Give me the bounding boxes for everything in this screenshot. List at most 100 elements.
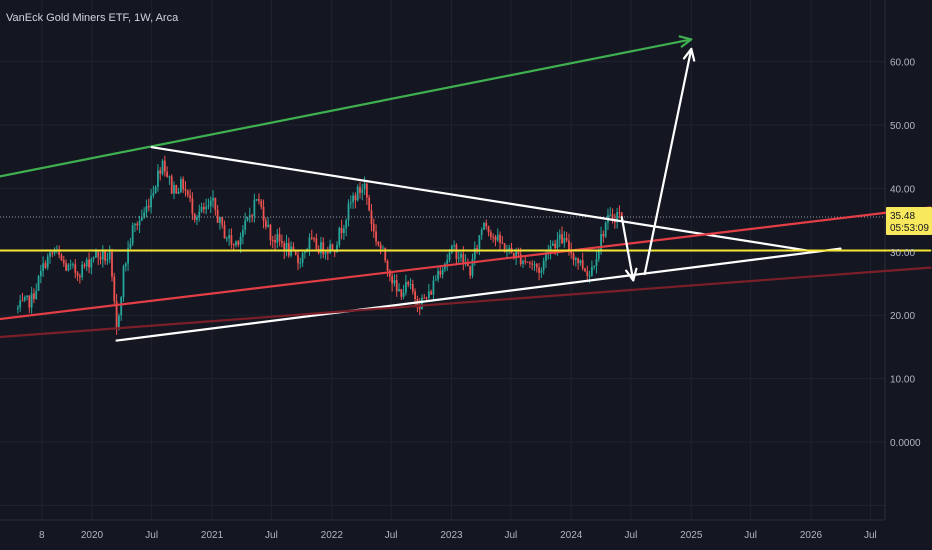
- candle-body: [170, 176, 173, 194]
- x-tick-label: Jul: [385, 530, 398, 541]
- candle-body: [182, 179, 185, 190]
- candle: [269, 223, 272, 246]
- candle-body: [189, 195, 191, 199]
- candle-body: [533, 264, 536, 266]
- green-upper-channel-arrowhead: [678, 35, 693, 48]
- candle-body: [152, 193, 155, 196]
- candle: [485, 219, 488, 230]
- candle: [111, 248, 113, 282]
- candle: [170, 174, 173, 195]
- candle: [496, 228, 499, 243]
- candle: [99, 252, 102, 265]
- candle-body: [446, 259, 449, 264]
- candle-body: [131, 225, 134, 244]
- candle: [299, 257, 302, 269]
- x-tick-label: Jul: [744, 530, 757, 541]
- candle-body: [384, 247, 387, 261]
- candle-body: [303, 251, 306, 254]
- candle: [179, 176, 182, 194]
- candle: [287, 237, 290, 258]
- candle: [382, 245, 384, 249]
- candle-body: [359, 186, 361, 193]
- candle-body: [177, 191, 180, 194]
- candle: [191, 192, 194, 220]
- candle-body: [487, 226, 490, 233]
- candle: [81, 261, 84, 281]
- candle: [437, 266, 439, 283]
- candle: [113, 272, 116, 305]
- candle-body: [101, 251, 104, 260]
- candle-body: [326, 251, 329, 254]
- candle: [186, 189, 189, 198]
- candle-body: [391, 276, 394, 284]
- candle: [561, 226, 563, 245]
- candle: [37, 274, 40, 292]
- candle-body: [604, 222, 607, 237]
- candle-body: [379, 244, 382, 249]
- candle: [166, 166, 169, 178]
- candle-body: [186, 190, 189, 196]
- candle-body: [166, 171, 169, 177]
- candle: [411, 279, 414, 295]
- candle: [375, 224, 377, 246]
- candle-body: [127, 248, 129, 264]
- candle-body: [228, 235, 231, 239]
- candle: [483, 221, 485, 231]
- candle-body: [196, 217, 198, 220]
- candle-body: [572, 253, 575, 261]
- candle: [33, 288, 35, 304]
- candle: [359, 182, 361, 199]
- candle: [246, 216, 249, 222]
- candle-body: [76, 272, 79, 276]
- candle-body: [239, 236, 242, 245]
- projected-pullback-arrowhead: [625, 267, 638, 282]
- candle-body: [499, 234, 501, 243]
- candle: [281, 234, 283, 248]
- candle: [526, 261, 529, 263]
- candle-body: [586, 271, 589, 277]
- candle-body: [248, 215, 251, 218]
- candle-body: [159, 170, 162, 174]
- candle-body: [193, 213, 196, 220]
- candle-body: [411, 284, 414, 292]
- candle: [297, 249, 299, 270]
- candle-body: [496, 234, 499, 241]
- candle-body: [115, 301, 118, 328]
- candle: [405, 274, 407, 296]
- candle-body: [51, 252, 54, 254]
- candle-body: [161, 160, 164, 174]
- candle: [253, 193, 256, 223]
- y-tick-label: 60.00: [890, 58, 915, 69]
- candle: [395, 274, 398, 297]
- candle-body: [207, 205, 210, 207]
- candle: [39, 264, 42, 284]
- candle: [285, 234, 288, 257]
- candle-body: [230, 235, 233, 245]
- candle-body: [439, 271, 442, 275]
- candle-body: [74, 264, 77, 273]
- candle-body: [503, 243, 506, 252]
- candle-body: [49, 252, 51, 257]
- candle: [35, 283, 38, 300]
- candle: [212, 190, 214, 208]
- candle: [540, 267, 543, 278]
- candle-body: [324, 251, 327, 255]
- candle: [65, 259, 67, 272]
- candle-body: [157, 170, 159, 187]
- candle-body: [558, 234, 561, 240]
- y-tick-label: 30.00: [890, 248, 915, 259]
- candle: [572, 251, 575, 266]
- candle-body: [219, 216, 221, 223]
- candle: [425, 296, 428, 301]
- candle: [414, 288, 416, 308]
- candle: [558, 229, 561, 248]
- price-label-value: 35.48: [890, 211, 915, 222]
- candle-body: [253, 199, 256, 217]
- candle-body: [106, 259, 109, 261]
- candle-body: [395, 280, 398, 292]
- candle: [379, 241, 382, 255]
- candle-body: [88, 259, 90, 268]
- candle-body: [287, 243, 290, 256]
- candle-body: [480, 229, 483, 236]
